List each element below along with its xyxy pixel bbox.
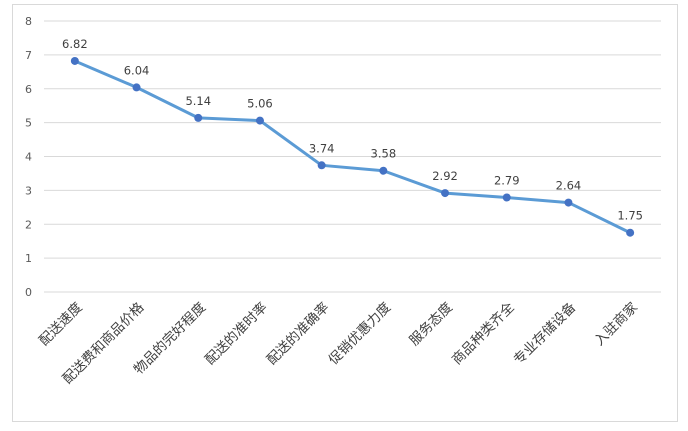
data-point [255, 116, 264, 125]
y-tick-label: 3 [25, 184, 32, 197]
data-label: 5.06 [247, 97, 273, 111]
data-point [626, 228, 635, 237]
x-category-label: 配送速度 [36, 300, 85, 349]
x-category-label: 商品种类齐全 [448, 298, 518, 368]
data-points [70, 56, 635, 237]
data-point [70, 56, 79, 65]
data-label: 6.82 [62, 37, 88, 51]
data-point [441, 189, 450, 198]
data-label: 5.14 [185, 94, 211, 108]
y-tick-label: 1 [25, 252, 32, 265]
x-category-label: 入驻商家 [591, 298, 642, 349]
data-point [379, 166, 388, 175]
data-point [502, 193, 511, 202]
gridlines [44, 20, 661, 293]
data-labels: 6.82 6.04 5.14 5.06 3.74 3.58 2.92 2.79 2.64 1.75 [62, 37, 643, 223]
data-point [194, 113, 203, 122]
data-label: 2.79 [494, 173, 520, 187]
y-tick-label: 8 [25, 15, 32, 28]
x-category-label: 专业存储设备 [510, 298, 580, 368]
chart-frame [12, 4, 678, 422]
data-label: 2.92 [432, 169, 458, 183]
x-category-label: 配送的准时率 [201, 299, 270, 368]
data-label: 3.74 [309, 141, 335, 155]
series-line [74, 59, 631, 235]
data-label: 1.75 [617, 209, 643, 223]
data-label: 2.64 [556, 179, 582, 193]
series-line-layer [74, 59, 631, 235]
data-label: 3.58 [371, 147, 397, 161]
x-category-label: 配送的准确率 [263, 299, 332, 368]
y-axis-ticks: 0 1 2 3 4 5 6 7 8 [25, 15, 32, 299]
x-category-label: 服务态度 [406, 300, 455, 349]
y-tick-label: 4 [25, 151, 32, 164]
y-tick-label: 2 [25, 218, 32, 231]
y-tick-label: 6 [25, 83, 32, 96]
x-category-label: 促销优惠力度 [326, 300, 395, 369]
data-point [564, 198, 573, 207]
y-tick-label: 5 [25, 117, 32, 130]
y-tick-label: 0 [25, 286, 32, 299]
data-point [132, 83, 141, 92]
data-label: 6.04 [124, 63, 150, 77]
data-point [317, 161, 326, 170]
y-tick-label: 7 [25, 49, 32, 62]
